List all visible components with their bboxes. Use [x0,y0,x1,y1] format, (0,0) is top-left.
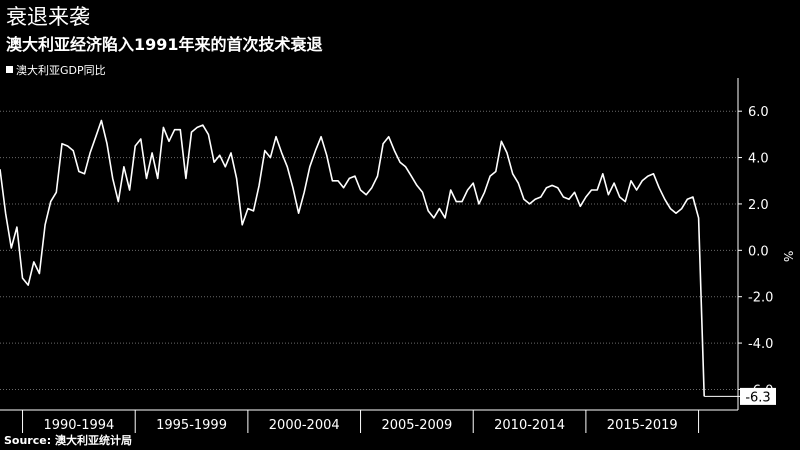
y-tick-label: -4.0 [748,337,773,352]
annotation-layer: -6.3 [704,387,776,405]
series-line-gdp-yoy [0,119,705,397]
y-tick-label: 0.0 [748,244,769,259]
legend-swatch [6,66,13,73]
x-tick-label: 2000-2004 [269,418,340,433]
x-tick-label: 2015-2019 [607,418,678,433]
legend-label: 澳大利亚GDP同比 [16,63,106,77]
y-axis-label: % [781,251,795,262]
x-tick-label: 1995-1999 [156,418,227,433]
last-value-box [740,387,776,405]
y-tick-label: 4.0 [748,152,769,167]
x-tick-label: 2010-2014 [494,418,565,433]
y-axis: -6.0-4.0-2.00.02.04.06.0 [737,78,773,410]
series-layer [0,119,705,397]
y-tick-label: -2.0 [748,291,773,306]
chart-subtitle: 澳大利亚经济陷入1991年来的首次技术衰退 [6,35,323,54]
x-tick-label: 1990-1994 [43,418,114,433]
x-axis: 1990-1994 1995-1999 2000-2004 2005-2009 2010… [0,409,738,433]
y-tick-label: 6.0 [748,105,769,120]
grid-lines [0,110,738,390]
source-note: Source: 澳大利亚统计局 [4,433,132,447]
last-value-label: -6.3 [745,390,770,405]
chart-title: 衰退来袭 [6,5,90,29]
x-tick-label: 2005-2009 [381,418,452,433]
y-tick-label: 2.0 [748,198,769,213]
